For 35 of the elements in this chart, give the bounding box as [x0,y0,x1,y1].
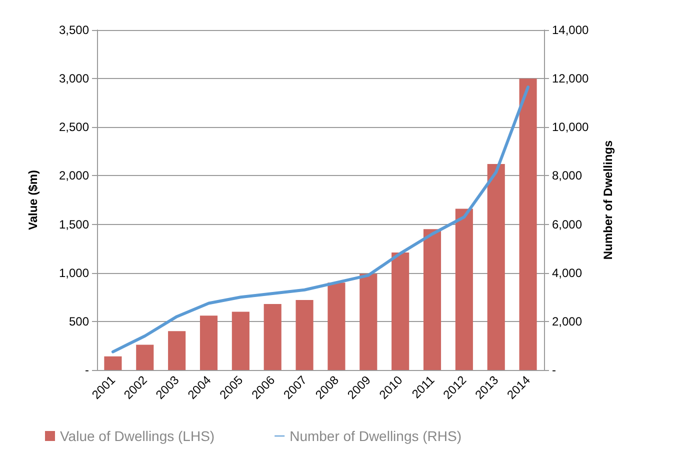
y2-tick-label: - [552,363,556,377]
y-tick-label: 2,000 [58,168,90,183]
bar [487,164,505,370]
y-tick-label: 1,000 [58,266,90,280]
y2-tick-label: 10,000 [552,120,590,134]
y2-tick-label: 14,000 [552,23,590,37]
bar [519,78,537,370]
bar [104,356,122,370]
bar [423,229,442,370]
bar [360,274,378,370]
y-tick-label: 3,500 [58,23,90,37]
y-tick-label: 2,500 [58,120,90,134]
legend-label: Number of Dwellings (RHS) [290,428,462,444]
y-axis-title: Value ($m) [26,170,40,230]
bar [264,304,282,370]
y2-tick-label: 12,000 [552,72,590,86]
y-tick-label: 3,000 [58,72,90,86]
bar [200,316,218,370]
bar [455,208,473,370]
bar [136,344,154,370]
bar [232,312,250,370]
y-tick-label: 500 [68,314,90,328]
y2-tick-label: 2,000 [552,314,582,328]
y-tick-label: - [85,363,89,377]
bar [328,282,346,370]
y2-tick-label: 4,000 [552,266,582,280]
line-series [111,86,530,354]
bar [392,252,410,370]
legend-label: Value of Dwellings (LHS) [60,428,215,444]
bar [168,331,186,370]
y2-axis-title: Number of Dwellings [601,140,615,260]
y2-tick-label: 8,000 [552,168,582,183]
y-tick-label: 1,500 [58,217,90,232]
y2-tick-label: 6,000 [552,217,582,232]
bar [296,300,314,370]
